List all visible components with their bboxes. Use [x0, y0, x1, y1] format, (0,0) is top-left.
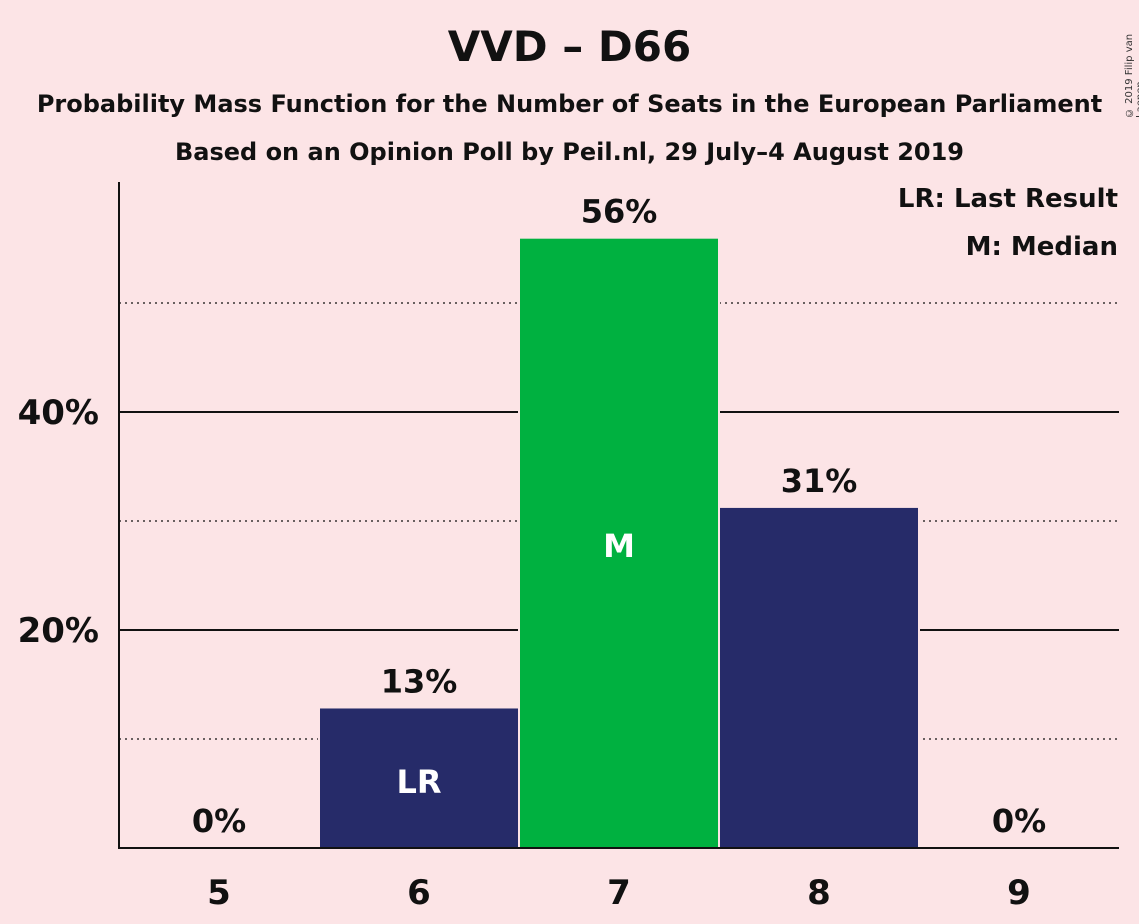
chart-subtitle-source: Based on an Opinion Poll by Peil.nl, 29 … [174, 138, 965, 166]
data-label-5: 0% [192, 802, 246, 840]
bar-8 [720, 507, 918, 848]
chart-title: VVD – D66 [447, 22, 692, 71]
legend-median: M: Median [965, 232, 1118, 262]
data-label-9: 0% [992, 802, 1046, 840]
x-tick-label-7: 7 [607, 873, 631, 913]
data-label-8: 31% [781, 462, 858, 500]
y-tick-label-40: 40% [18, 393, 99, 433]
data-label-7: 56% [581, 193, 658, 231]
x-tick-label-9: 9 [1007, 873, 1031, 913]
bar-annotation-m: M [603, 527, 635, 565]
x-tick-label-6: 6 [407, 873, 431, 913]
x-tick-label-8: 8 [807, 873, 831, 913]
bar-6 [320, 708, 518, 848]
bar-7 [520, 238, 718, 848]
legend-last-result: LR: Last Result [897, 184, 1118, 214]
chart-subtitle-method: Probability Mass Function for the Number… [36, 90, 1103, 118]
x-tick-label-5: 5 [207, 873, 231, 913]
data-label-6: 13% [381, 662, 458, 700]
y-tick-label-20: 20% [18, 611, 99, 651]
bar-annotation-lr: LR [396, 763, 441, 801]
